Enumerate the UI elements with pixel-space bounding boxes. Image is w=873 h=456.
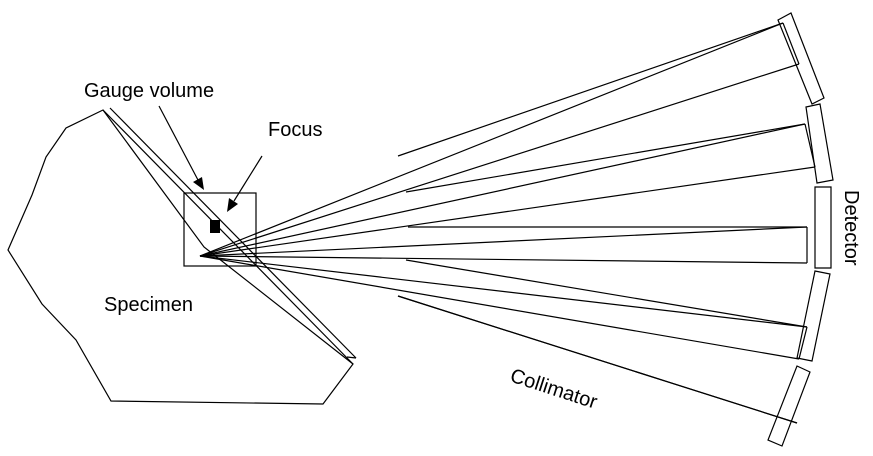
focus-marker	[210, 220, 220, 233]
collimator-channel	[199, 123, 816, 257]
incident-beam	[102, 107, 357, 365]
detector-segment	[796, 270, 831, 362]
specimen-outline	[7, 109, 354, 405]
collimator-channel	[397, 295, 798, 424]
detector	[767, 12, 834, 447]
detector-segment	[814, 186, 832, 269]
focus-label: Focus	[268, 119, 322, 141]
collimator-channel	[199, 255, 808, 360]
collimator-label: Collimator	[507, 365, 600, 414]
detector-label: Detector	[840, 190, 862, 266]
detector-segment	[805, 103, 834, 184]
gauge-volume-label: Gauge volume	[84, 80, 214, 102]
collimator-channel	[199, 226, 808, 264]
detector-segment	[767, 365, 811, 447]
focus-arrow	[227, 155, 263, 212]
detector-segment	[777, 12, 825, 105]
collimator	[199, 22, 816, 424]
gauge-volume-box	[183, 192, 257, 267]
collimator-channel	[199, 22, 800, 257]
specimen-label: Specimen	[104, 294, 193, 316]
gauge-volume-arrow	[158, 105, 204, 190]
